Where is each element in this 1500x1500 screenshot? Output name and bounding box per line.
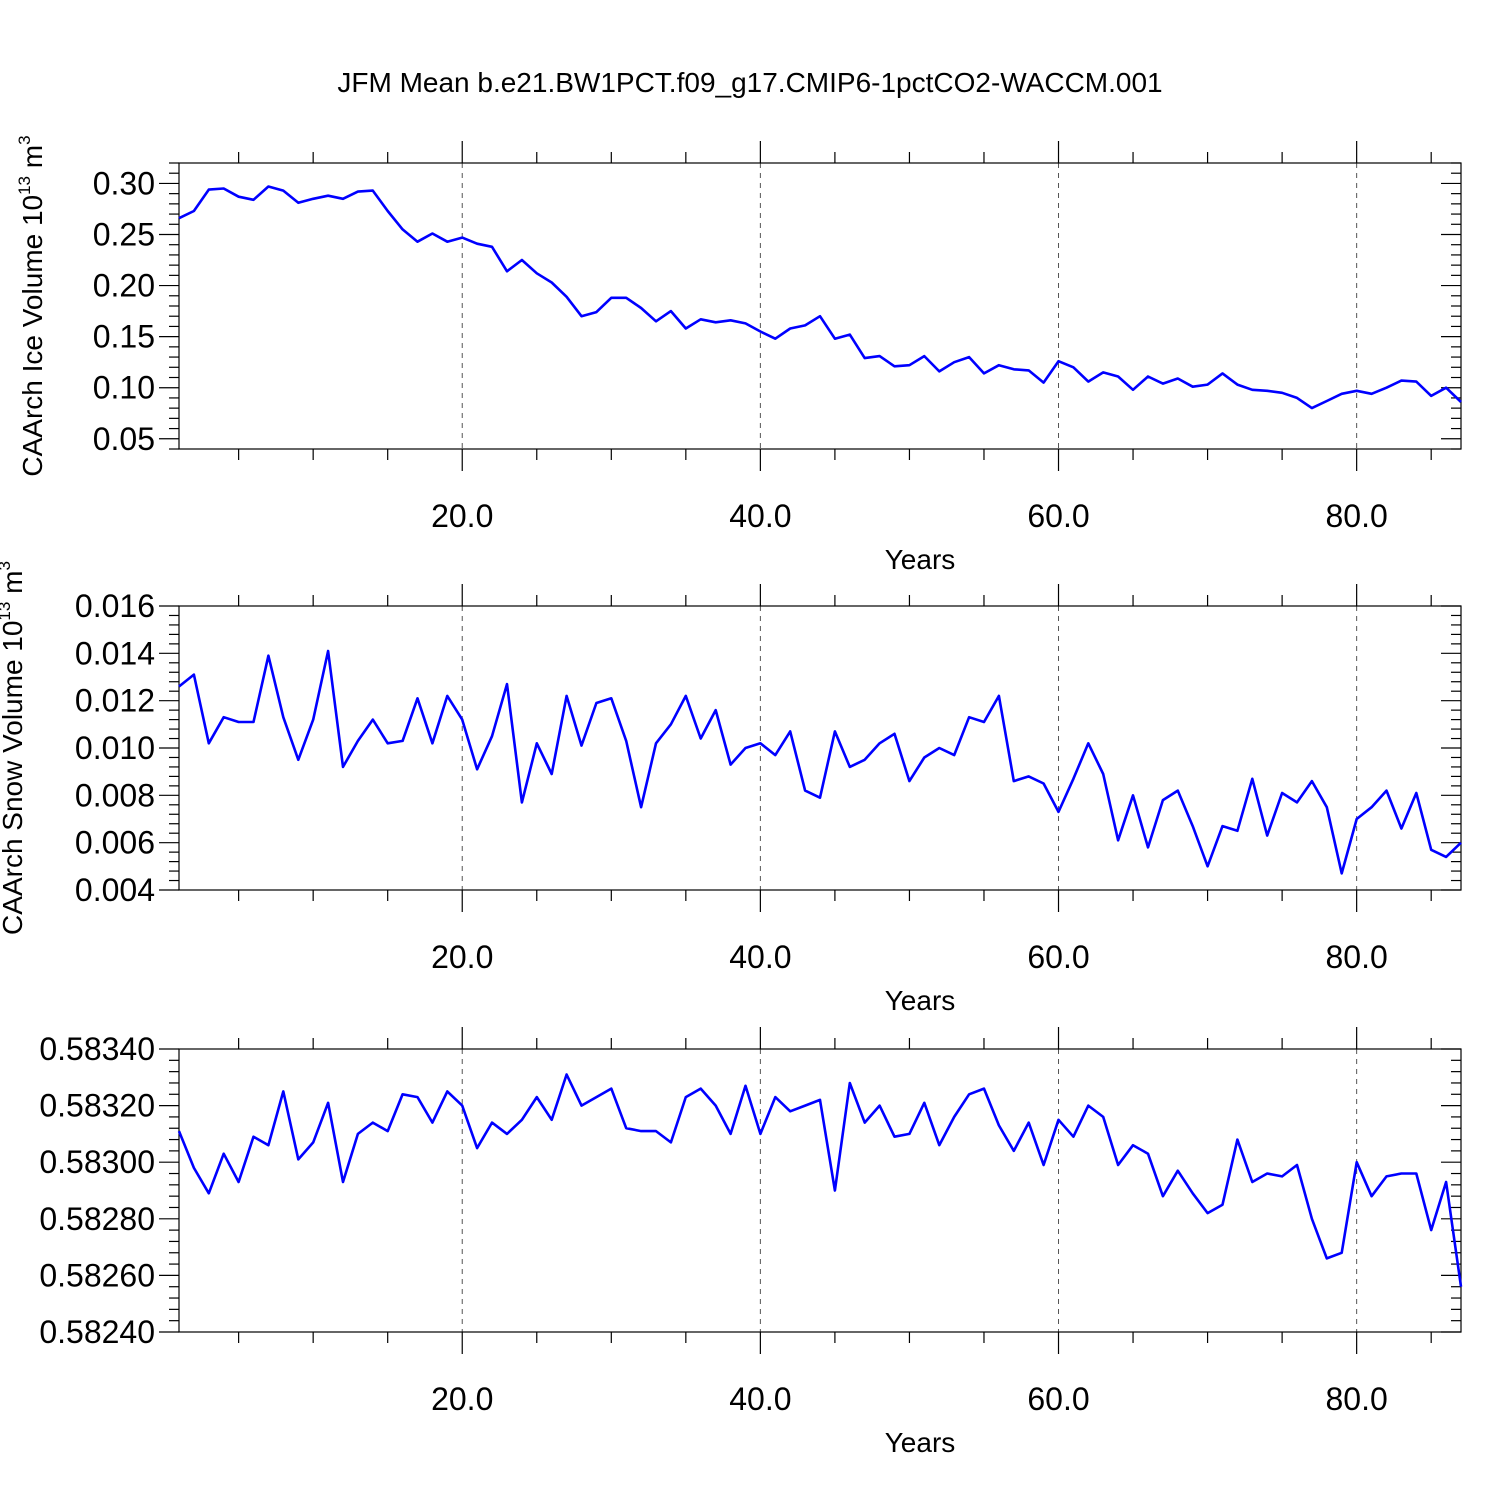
y-tick-label: 0.016 (75, 588, 155, 624)
y-tick-label: 0.58240 (39, 1314, 155, 1350)
y-tick-label: 0.05 (93, 421, 155, 457)
y-axis-title: CAArch Ice Volume 1013 m3 (15, 135, 48, 476)
x-tick-label: 20.0 (431, 498, 493, 534)
y-tick-label: 0.10 (93, 370, 155, 406)
x-tick-label: 60.0 (1027, 498, 1089, 534)
x-tick-label: 20.0 (431, 1381, 493, 1417)
x-tick-label: 80.0 (1326, 498, 1388, 534)
y-tick-label: 0.004 (75, 872, 155, 908)
y-tick-label: 0.58280 (39, 1201, 155, 1237)
panel-area: 20.0 40.0 60.0 80.0 0.58240 0.58260 0.58280 0.5… (39, 1027, 1463, 1458)
y-tick-label: 0.014 (75, 635, 155, 671)
panel-snow: 20.0 40.0 60.0 80.0 0.004 0.006 0.008 0.010 0.01… (0, 561, 1462, 1016)
x-tick-label: 60.0 (1027, 939, 1089, 975)
x-tick-label: 80.0 (1326, 1381, 1388, 1417)
x-tick-label: 40.0 (729, 498, 791, 534)
series-line-area (177, 1073, 1463, 1287)
panel-ice: 20.0 40.0 60.0 80.0 0.05 0.10 0.15 0.20 0.25 0.30… (15, 135, 1462, 575)
plot-frame (178, 162, 1462, 450)
x-axis-title: Years (885, 985, 956, 1016)
y-tick-label: 0.15 (93, 319, 155, 355)
x-axis-title: Years (885, 544, 956, 575)
plot-frame (178, 605, 1462, 891)
y-tick-label: 0.58320 (39, 1088, 155, 1124)
plot-frame (178, 1048, 1462, 1333)
x-axis-title: Years (885, 1427, 956, 1458)
y-axis-title: CAArch Snow Volume 1013 m3 (0, 561, 28, 935)
x-tick-label: 40.0 (729, 1381, 791, 1417)
y-tick-label: 0.30 (93, 165, 155, 201)
y-tick-label: 0.58300 (39, 1144, 155, 1180)
y-tick-label: 0.012 (75, 683, 155, 719)
series-line-snow (178, 649, 1462, 875)
y-tick-label: 0.20 (93, 268, 155, 304)
y-tick-label: 0.010 (75, 730, 155, 766)
chart-title: JFM Mean b.e21.BW1PCT.f09_g17.CMIP6-1pct… (337, 67, 1162, 98)
y-tick-label: 0.006 (75, 825, 155, 861)
y-tick-label: 0.58260 (39, 1257, 155, 1293)
series-line-ice (178, 185, 1462, 410)
x-tick-label: 80.0 (1326, 939, 1388, 975)
x-tick-label: 60.0 (1027, 1381, 1089, 1417)
x-tick-label: 20.0 (431, 939, 493, 975)
y-tick-label: 0.58340 (39, 1031, 155, 1067)
x-tick-label: 40.0 (729, 939, 791, 975)
y-tick-label: 0.008 (75, 777, 155, 813)
y-tick-label: 0.25 (93, 217, 155, 253)
